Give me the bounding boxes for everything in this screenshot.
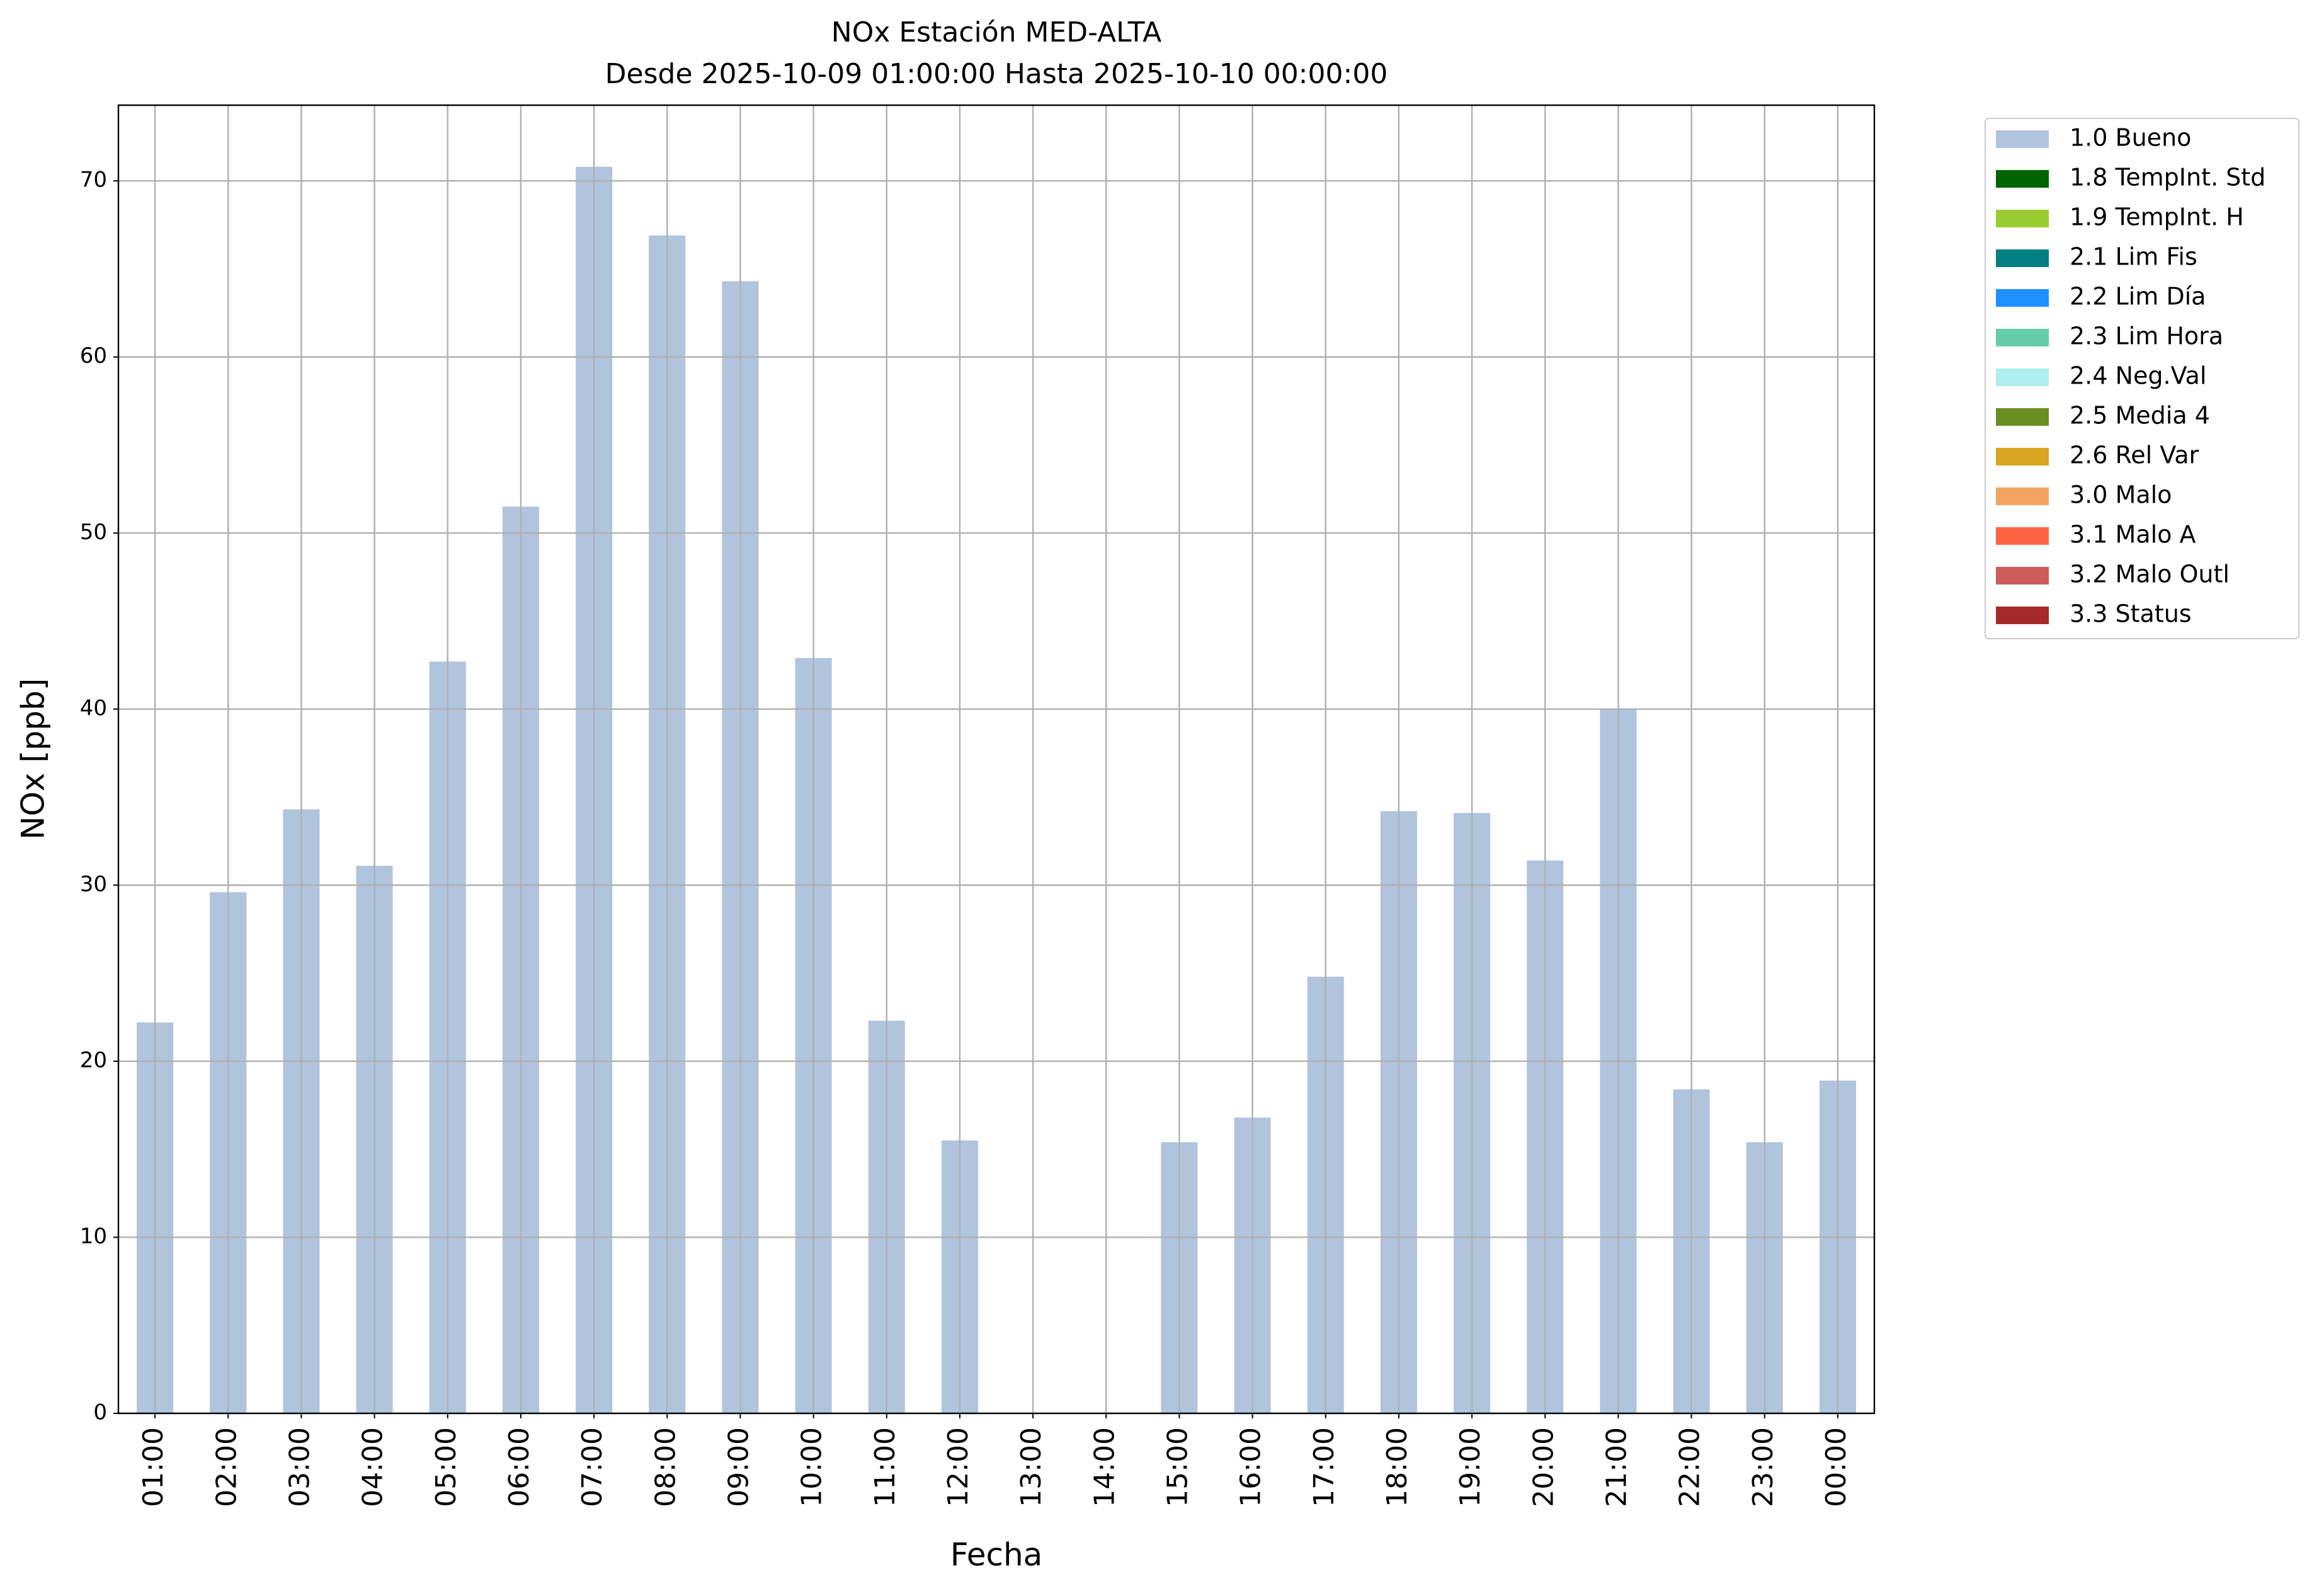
y-axis-label: NOx [ppb] xyxy=(15,678,52,840)
legend-swatch xyxy=(1996,527,2049,545)
chart-subtitle: Desde 2025-10-09 01:00:00 Hasta 2025-10-… xyxy=(605,58,1388,90)
legend-swatch xyxy=(1996,408,2049,426)
legend-label: 2.6 Rel Var xyxy=(2070,442,2199,469)
legend-swatch xyxy=(1996,368,2049,386)
y-tick-label: 30 xyxy=(80,872,107,897)
x-tick-label: 00:00 xyxy=(1820,1427,1852,1507)
legend-label: 2.2 Lim Día xyxy=(2070,283,2206,311)
x-tick-label: 12:00 xyxy=(942,1427,974,1507)
legend-swatch xyxy=(1996,607,2049,624)
x-tick-label: 17:00 xyxy=(1308,1427,1340,1507)
x-tick-label: 15:00 xyxy=(1161,1427,1194,1507)
chart-title: NOx Estación MED-ALTA xyxy=(831,16,1161,48)
x-tick-label: 10:00 xyxy=(796,1427,828,1507)
legend-swatch xyxy=(1996,448,2049,465)
legend-label: 2.1 Lim Fis xyxy=(2070,243,2197,271)
x-tick-label: 13:00 xyxy=(1015,1427,1047,1507)
legend-swatch xyxy=(1996,249,2049,267)
legend-swatch xyxy=(1996,487,2049,505)
x-tick-label: 20:00 xyxy=(1527,1427,1559,1507)
x-tick-label: 21:00 xyxy=(1600,1427,1632,1507)
x-tick-label: 23:00 xyxy=(1747,1427,1779,1507)
x-tick-label: 07:00 xyxy=(576,1427,608,1507)
x-tick-label: 18:00 xyxy=(1381,1427,1413,1507)
x-axis-label: Fecha xyxy=(950,1537,1043,1573)
legend-box xyxy=(1985,118,2299,639)
legend-label: 2.3 Lim Hora xyxy=(2070,322,2223,350)
x-tick-label: 04:00 xyxy=(357,1427,389,1507)
legend-label: 2.4 Neg.Val xyxy=(2070,362,2206,390)
legend-label: 3.2 Malo Outl xyxy=(2070,561,2230,588)
x-tick-label: 14:00 xyxy=(1088,1427,1120,1507)
legend-label: 1.9 TempInt. H xyxy=(2070,203,2244,231)
x-tick-label: 08:00 xyxy=(649,1427,681,1507)
legend-label: 1.0 Bueno xyxy=(2070,124,2191,152)
x-tick-label: 11:00 xyxy=(869,1427,901,1507)
x-tick-label: 01:00 xyxy=(137,1427,169,1507)
legend-swatch xyxy=(1996,130,2049,148)
x-tick-label: 06:00 xyxy=(503,1427,535,1507)
legend-swatch xyxy=(1996,329,2049,346)
y-tick-label: 70 xyxy=(80,168,107,193)
legend-label: 2.5 Media 4 xyxy=(2070,402,2210,430)
x-tick-label: 03:00 xyxy=(283,1427,316,1507)
legend-label: 3.1 Malo A xyxy=(2070,521,2196,549)
legend-swatch xyxy=(1996,289,2049,307)
x-tick-label: 22:00 xyxy=(1674,1427,1706,1507)
y-tick-label: 10 xyxy=(80,1224,107,1249)
y-tick-label: 0 xyxy=(93,1400,107,1425)
plot-frame xyxy=(117,104,1876,1415)
legend-label: 3.3 Status xyxy=(2070,600,2192,628)
legend-swatch xyxy=(1996,170,2049,188)
x-tick-label: 02:00 xyxy=(210,1427,242,1507)
y-tick-label: 60 xyxy=(80,343,107,368)
legend-label: 1.8 TempInt. Std xyxy=(2070,164,2265,191)
legend-label: 3.0 Malo xyxy=(2070,481,2172,509)
y-tick-label: 20 xyxy=(80,1047,107,1073)
y-tick-label: 50 xyxy=(80,520,107,545)
legend-swatch xyxy=(1996,210,2049,227)
x-tick-label: 19:00 xyxy=(1454,1427,1486,1507)
x-tick-label: 05:00 xyxy=(430,1427,462,1507)
x-tick-label: 16:00 xyxy=(1235,1427,1267,1507)
x-tick-label: 09:00 xyxy=(722,1427,755,1507)
y-tick-label: 40 xyxy=(80,695,107,721)
legend-swatch xyxy=(1996,567,2049,584)
